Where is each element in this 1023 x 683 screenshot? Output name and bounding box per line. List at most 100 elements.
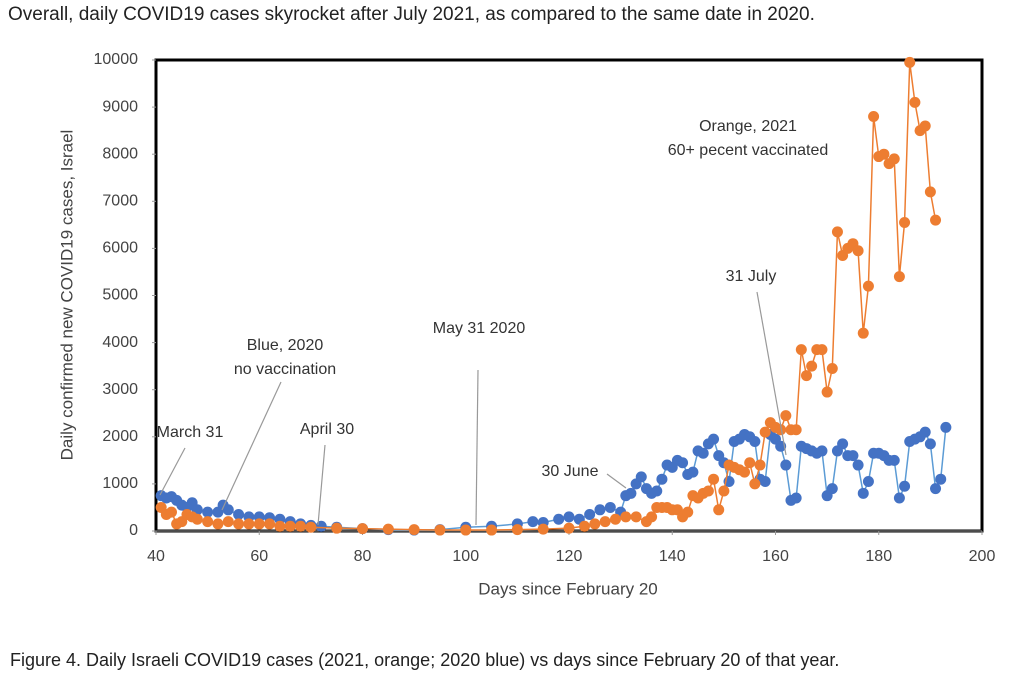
data-point [837,438,849,450]
data-point [677,457,689,469]
y-tick-label: 10000 [94,51,139,68]
data-point [264,518,276,530]
annotation: 31 July [726,268,777,285]
data-point [486,524,498,536]
data-point [857,327,869,339]
data-point [274,520,286,532]
data-point [594,504,606,516]
data-point [862,476,874,488]
data-point [826,483,838,495]
data-point [620,511,632,523]
data-point [222,504,234,516]
data-point [635,471,647,483]
y-tick-label: 4000 [102,334,138,351]
data-point [909,96,921,108]
data-point [563,511,575,523]
annotation: 60+ pecent vaccinated [668,142,829,159]
data-point [780,459,792,471]
data-point [852,245,864,257]
data-point [713,504,725,516]
data-point [697,447,709,459]
data-point [816,445,828,457]
data-point [434,524,446,536]
y-tick-label: 3000 [102,381,138,398]
data-point [233,518,245,530]
annotation: April 30 [300,421,354,438]
data-point [537,523,549,535]
data-point [315,520,327,532]
data-point [904,56,916,68]
x-tick-label: 100 [452,548,479,565]
data-point [806,360,818,372]
y-tick-label: 6000 [102,240,138,257]
data-point [687,466,699,478]
data-point [749,478,761,490]
annotation-leader [221,381,282,511]
data-point [630,511,642,523]
y-tick-label: 5000 [102,287,138,304]
data-point [899,480,911,492]
annotation: May 31 2020 [433,320,526,337]
data-point [578,520,590,532]
data-point [682,506,694,518]
data-point [893,271,905,283]
data-point [708,433,720,445]
data-point [708,473,720,485]
annotation-leader [756,291,787,456]
data-point [599,516,611,528]
data-point [609,513,621,525]
data-point [357,523,368,535]
x-tick-label: 120 [556,548,583,565]
x-tick-label: 140 [659,548,686,565]
data-point [243,518,255,530]
data-point [331,522,343,534]
data-point [222,516,234,528]
data-point [759,476,771,488]
y-tick-label: 2000 [102,428,138,445]
data-point [924,438,936,450]
x-tick-label: 200 [969,548,996,565]
data-point [460,524,472,536]
data-point [604,501,616,513]
data-point [878,148,890,160]
x-tick-label: 180 [865,548,892,565]
data-point [930,483,942,495]
data-point [759,426,771,438]
data-point [930,214,942,226]
data-point [790,424,802,436]
data-point [295,520,307,532]
data-point [893,492,905,504]
annotation: no vaccination [234,361,336,378]
data-point [857,487,869,499]
data-point [305,521,317,533]
data-point [847,450,859,462]
data-point [749,436,761,448]
data-point [553,513,565,525]
data-point [826,363,838,375]
data-point [382,523,394,535]
data-point [821,386,833,398]
data-point [702,485,714,497]
data-point [511,524,523,536]
x-tick-label: 60 [250,548,268,565]
data-point [584,509,596,521]
data-point [935,473,947,485]
data-point [527,516,539,528]
annotation-leader [606,473,627,489]
data-point [888,153,900,165]
data-point [563,522,575,534]
y-axis-label: Daily confirmed new COVID19 cases, Israe… [57,130,76,461]
data-point [739,466,751,478]
data-point [888,454,900,466]
y-tick-label: 8000 [102,145,138,162]
data-point [754,459,766,471]
data-point [862,280,874,292]
annotation: March 31 [157,424,224,441]
chart-title: Overall, daily COVID19 cases skyrocket a… [8,4,815,25]
annotation-leader [317,444,326,526]
data-point [408,524,420,536]
data-point [233,509,245,521]
data-point [718,485,730,497]
data-point [919,120,931,132]
data-point [202,516,214,528]
